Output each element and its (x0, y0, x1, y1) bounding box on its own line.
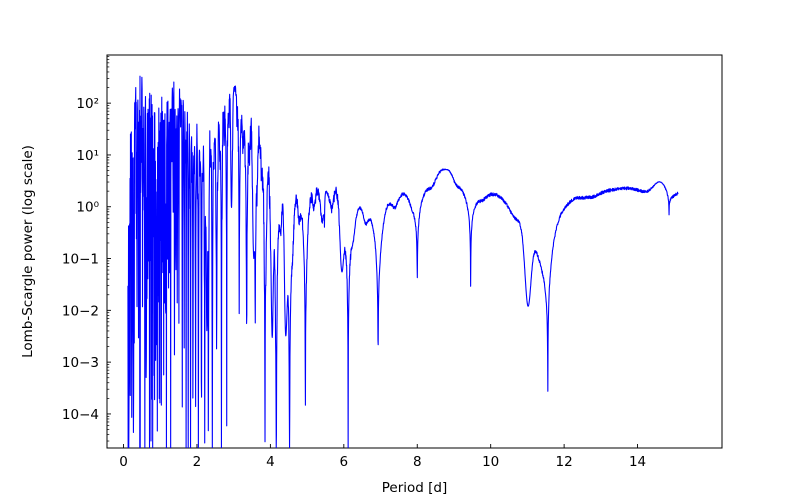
y-tick-label: 10⁰ (76, 200, 99, 216)
x-axis-title: Period [d] (382, 480, 448, 496)
axes-spines (106, 54, 723, 449)
x-tick-label: 10 (482, 454, 499, 470)
x-tick-label: 8 (413, 454, 422, 470)
x-tick-label: 4 (266, 454, 275, 470)
axis-labels-group: Period [d] Lomb-Scargle power (log scale) (20, 145, 447, 496)
y-tick-label: 10−1 (62, 252, 99, 268)
y-tick-label: 10¹ (76, 148, 99, 164)
y-tick-label: 10−3 (62, 355, 99, 371)
x-tick-label: 12 (556, 454, 573, 470)
y-tick-label: 10−4 (62, 407, 99, 423)
y-tick-label: 10−2 (62, 303, 99, 319)
x-tick-label: 2 (193, 454, 202, 470)
x-tick-label: 6 (340, 454, 349, 470)
axes-frame (106, 54, 723, 449)
y-axis-title: Lomb-Scargle power (log scale) (20, 145, 36, 358)
x-axis-ticks: 0 2 4 6 8 10 12 14 (119, 444, 646, 470)
y-axis-ticks: 10−4 10−3 10−2 10−1 10⁰ 10¹ 10² (62, 56, 111, 442)
x-tick-label: 0 (119, 454, 128, 470)
data-series-group (127, 75, 679, 448)
x-tick-label: 14 (629, 454, 646, 470)
lomb-scargle-power-curve (127, 75, 679, 448)
y-tick-label: 10² (76, 96, 99, 112)
